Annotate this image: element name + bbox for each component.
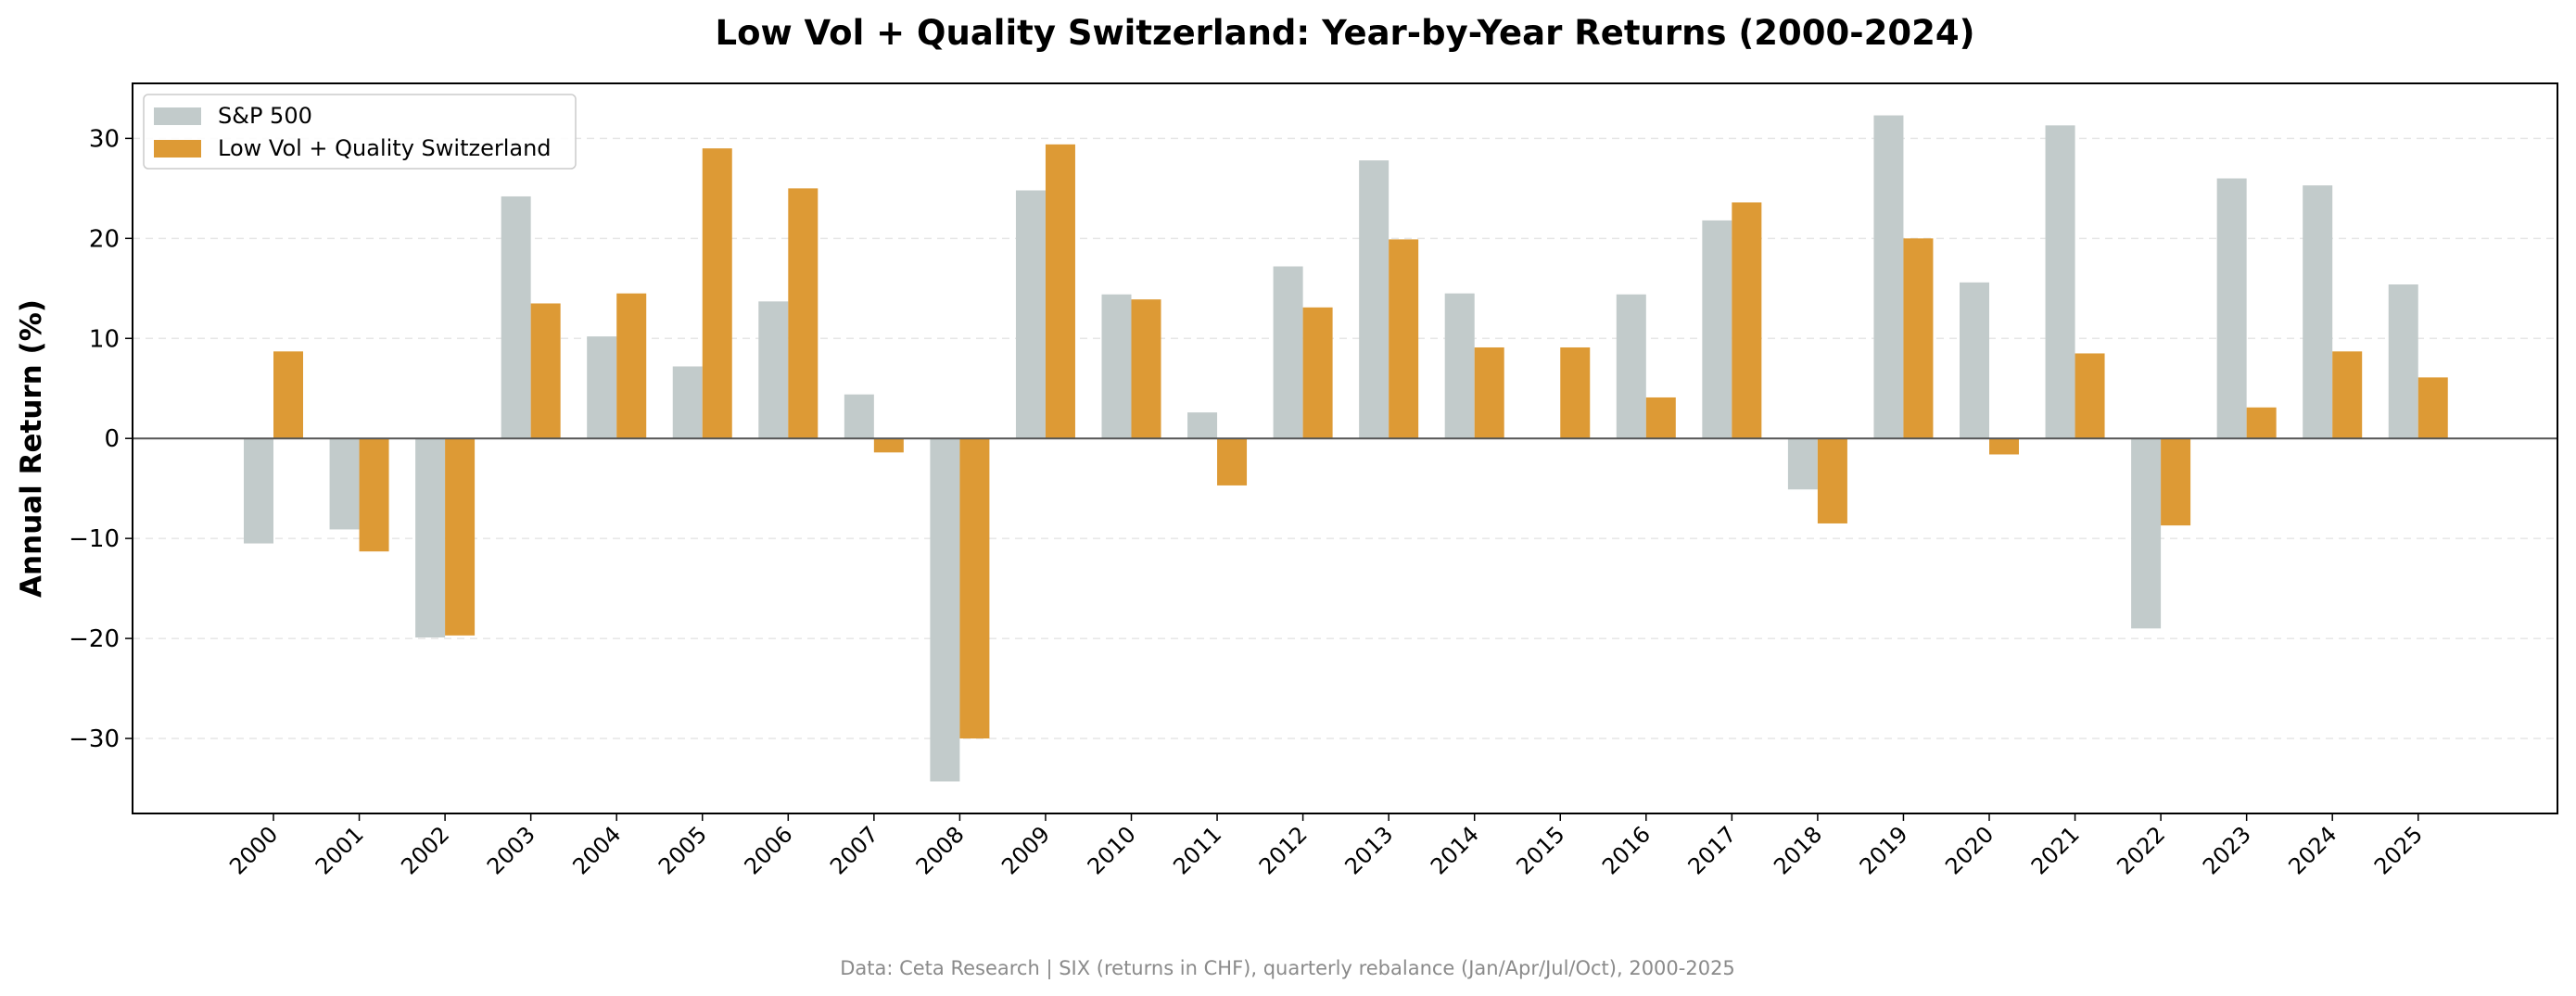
y-axis: 30 20 10 0 −10 −20 −30 (69, 125, 133, 753)
bar-strategy-2015 (1560, 347, 1591, 439)
x-tick-label: 2013 (1339, 821, 1398, 879)
x-tick-label: 2012 (1254, 821, 1313, 879)
y-tick-label: 30 (89, 125, 120, 153)
x-tick-label: 2014 (1426, 821, 1484, 879)
x-tick-label: 2008 (911, 821, 970, 879)
bar-strategy-2004 (616, 293, 647, 439)
bar-sp500-2008 (930, 438, 960, 782)
legend-swatch-sp500 (154, 107, 201, 125)
y-tick-label: −20 (69, 625, 120, 653)
y-tick-label: −10 (69, 525, 120, 553)
bar-sp500-2002 (415, 438, 446, 638)
bar-strategy-2021 (2075, 353, 2105, 439)
y-axis-label: Annual Return (%) (15, 299, 48, 598)
bar-strategy-2013 (1389, 239, 1419, 439)
x-tick-label: 2024 (2283, 821, 2341, 879)
bar-sp500-2014 (1444, 293, 1475, 439)
legend-label-sp500: S&P 500 (218, 103, 312, 129)
bar-strategy-2011 (1217, 438, 1248, 485)
x-tick-label: 2011 (1168, 821, 1226, 879)
bar-sp500-2009 (1015, 190, 1046, 439)
bar-sp500-2005 (672, 366, 703, 439)
x-tick-label: 2001 (311, 821, 369, 879)
bar-strategy-2025 (2417, 377, 2448, 439)
x-axis: 2000 2001 2002 2003 2004 2005 2006 2007 2008 2009… (224, 813, 2428, 879)
bar-sp500-2007 (844, 394, 874, 439)
bar-strategy-2012 (1302, 307, 1333, 439)
bar-strategy-2014 (1474, 347, 1504, 439)
bar-strategy-2000 (273, 351, 303, 439)
x-tick-label: 2000 (224, 821, 283, 879)
bar-sp500-2012 (1273, 266, 1303, 439)
bar-sp500-2022 (2131, 438, 2162, 629)
bar-strategy-2019 (1903, 238, 1934, 439)
bar-sp500-2024 (2303, 185, 2333, 439)
plot-frame (132, 82, 2558, 814)
bar-strategy-2023 (2246, 407, 2277, 439)
legend-swatch-strategy (154, 140, 201, 158)
bar-strategy-2009 (1045, 144, 1075, 439)
bar-sp500-2010 (1101, 294, 1132, 439)
x-tick-label: 2023 (2198, 821, 2256, 879)
bar-sp500-2011 (1187, 412, 1218, 439)
bar-sp500-2020 (1960, 282, 1989, 439)
x-tick-label: 2022 (2112, 821, 2170, 879)
x-tick-label: 2025 (2369, 821, 2428, 879)
bar-strategy-2006 (788, 188, 818, 439)
bar-strategy-2018 (1817, 438, 1847, 523)
x-tick-label: 2004 (567, 821, 626, 879)
bar-sp500-2004 (587, 336, 617, 439)
x-tick-label: 2015 (1512, 821, 1570, 879)
bar-strategy-2016 (1645, 397, 1676, 439)
bar-strategy-2005 (702, 148, 732, 439)
bar-strategy-2003 (530, 303, 561, 439)
bar-sp500-2001 (329, 438, 360, 530)
x-tick-label: 2006 (740, 821, 798, 879)
x-tick-label: 2019 (1855, 821, 1913, 879)
bar-sp500-2025 (2388, 284, 2418, 439)
x-tick-label: 2003 (482, 821, 540, 879)
x-tick-label: 2020 (1940, 821, 1999, 879)
x-tick-label: 2018 (1769, 821, 1827, 879)
bar-strategy-2008 (959, 438, 990, 739)
bar-strategy-2024 (2332, 351, 2363, 439)
x-tick-label: 2017 (1683, 821, 1742, 879)
x-tick-label: 2009 (996, 821, 1055, 879)
bar-strategy-2007 (873, 438, 904, 453)
bar-sp500-2018 (1787, 438, 1818, 490)
bar-sp500-2000 (244, 438, 273, 544)
bar-sp500-2023 (2216, 178, 2247, 439)
x-tick-label: 2005 (654, 821, 712, 879)
y-tick-label: 10 (89, 325, 120, 353)
bar-sp500-2006 (758, 301, 789, 439)
x-tick-label: 2010 (1083, 821, 1141, 879)
bar-sp500-2017 (1702, 220, 1732, 439)
data-source-caption: Data: Ceta Research | SIX (returns in CH… (840, 957, 1735, 980)
bar-strategy-2017 (1732, 202, 1762, 439)
x-tick-label: 2007 (825, 821, 883, 879)
bar-strategy-2020 (1989, 438, 2019, 455)
bar-strategy-2001 (359, 438, 389, 552)
y-tick-label: −30 (69, 725, 120, 753)
x-tick-label: 2021 (2026, 821, 2085, 879)
y-tick-label: 20 (89, 225, 120, 253)
legend-box (143, 94, 577, 170)
bar-sp500-2021 (2045, 125, 2075, 439)
bar-strategy-2022 (2161, 438, 2191, 526)
legend: S&P 500 Low Vol + Quality Switzerland (143, 94, 577, 170)
y-tick-label: 0 (104, 425, 120, 453)
bar-sp500-2013 (1359, 160, 1390, 439)
bar-sp500-2003 (501, 195, 531, 439)
bar-sp500-2019 (1873, 115, 1904, 439)
grid-lines (133, 137, 2557, 739)
bar-strategy-2002 (445, 438, 476, 636)
x-tick-label: 2002 (396, 821, 454, 879)
bar-sp500-2016 (1616, 294, 1646, 439)
chart-title: Low Vol + Quality Switzerland: Year-by-Y… (716, 13, 1975, 53)
bar-strategy-2010 (1131, 299, 1161, 439)
legend-label-strategy: Low Vol + Quality Switzerland (218, 135, 552, 161)
bars (133, 115, 2557, 782)
x-tick-label: 2016 (1597, 821, 1656, 879)
